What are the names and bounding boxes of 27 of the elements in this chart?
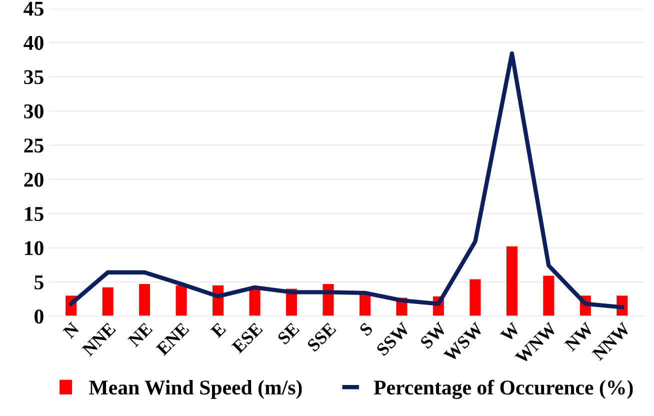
y-tick-label: 45 (24, 2, 44, 16)
y-tick-label: 15 (25, 207, 44, 221)
x-tick-label: NE (128, 322, 153, 348)
y-tick-label: 10 (25, 241, 44, 256)
bar (543, 276, 554, 316)
y-tick-label: 30 (24, 104, 44, 118)
line-series (69, 51, 624, 310)
x-tick-label: E (210, 322, 226, 338)
bar (102, 287, 114, 316)
bar (506, 246, 518, 316)
x-tick-label: N (62, 322, 80, 339)
y-tick-label: 25 (24, 138, 44, 153)
bar (176, 285, 187, 316)
bar (470, 279, 481, 316)
x-tick-label: SSE (306, 322, 337, 352)
y-tick-label: 5 (34, 276, 44, 290)
y-tick-label: 35 (24, 70, 44, 84)
bar (249, 288, 260, 316)
legend-label: Percentage of Occurence (%) (374, 380, 633, 399)
x-tick-label: SE (276, 322, 300, 345)
y-tick-label: 40 (24, 36, 44, 50)
bar (139, 284, 150, 316)
y-tick-label: 0 (34, 310, 44, 324)
y-tick-label: 20 (24, 172, 44, 187)
x-tick-label: SW (420, 322, 448, 350)
legend-label: Mean Wind Speed (m/s) (89, 380, 302, 399)
x-tick-label: S (358, 322, 374, 336)
